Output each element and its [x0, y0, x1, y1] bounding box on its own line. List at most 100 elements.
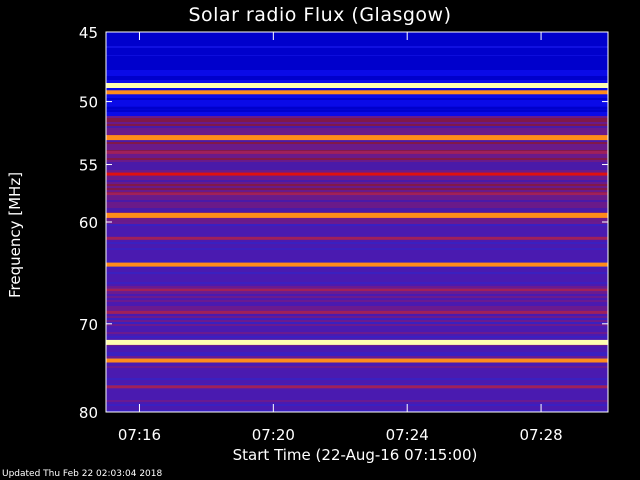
spectrogram-row: [106, 384, 608, 386]
spectrogram-row: [106, 356, 608, 358]
spectrogram-row: [106, 346, 608, 348]
y-tick-label: 45: [79, 24, 98, 42]
spectrogram-row: [106, 66, 608, 68]
spectrogram-row: [106, 406, 608, 408]
spectrogram-row: [106, 242, 608, 244]
spectrogram-row: [106, 80, 608, 82]
spectrogram-row: [106, 126, 608, 128]
spectrogram-row: [106, 286, 608, 288]
emission-band: [106, 358, 608, 363]
y-tick-label: 80: [79, 404, 98, 422]
spectrogram-row: [106, 352, 608, 354]
spectrogram-row: [106, 222, 608, 224]
spectrogram-row: [106, 268, 608, 270]
spectrogram-row: [106, 338, 608, 340]
spectrogram-row: [106, 220, 608, 222]
spectrogram-row: [106, 70, 608, 72]
spectrogram-row: [106, 130, 608, 132]
spectrogram-row: [106, 284, 608, 286]
spectrogram-row: [106, 300, 608, 302]
spectrogram-row: [106, 254, 608, 256]
spectrogram-row: [106, 326, 608, 328]
spectrogram-row: [106, 60, 608, 62]
spectrogram-row: [106, 114, 608, 116]
spectrogram-row: [106, 232, 608, 234]
spectrogram-row: [106, 336, 608, 338]
spectrogram-row: [106, 72, 608, 74]
spectrogram-row: [106, 204, 608, 206]
spectrogram-row: [106, 324, 608, 326]
spectrogram-row: [106, 134, 608, 136]
spectrogram-row: [106, 88, 608, 90]
spectrogram-row: [106, 278, 608, 280]
spectrogram-row: [106, 330, 608, 332]
spectrogram-row: [106, 332, 608, 334]
spectrogram-row: [106, 128, 608, 130]
x-tick-label: 07:24: [386, 426, 429, 444]
spectrogram-row: [106, 32, 608, 34]
spectrogram-row: [106, 366, 608, 368]
spectrogram-row: [106, 102, 608, 104]
spectrogram-row: [106, 34, 608, 36]
spectrogram-rows: [106, 32, 608, 412]
spectrogram-row: [106, 378, 608, 380]
spectrogram-row: [106, 318, 608, 320]
spectrogram-row: [106, 322, 608, 324]
x-axis-label: Start Time (22-Aug-16 07:15:00): [232, 446, 478, 464]
spectrogram-row: [106, 58, 608, 60]
spectrogram-row: [106, 392, 608, 394]
spectrogram-row: [106, 240, 608, 242]
spectrogram-row: [106, 190, 608, 192]
spectrogram-row: [106, 244, 608, 246]
spectrogram-row: [106, 112, 608, 114]
y-tick-label: 60: [79, 214, 98, 232]
spectrogram-row: [106, 256, 608, 258]
spectrogram-row: [106, 196, 608, 198]
emission-band: [106, 385, 608, 389]
spectrogram-row: [106, 408, 608, 410]
spectrogram-row: [106, 38, 608, 40]
spectrogram-row: [106, 144, 608, 146]
emission-band: [106, 339, 608, 345]
spectrogram-row: [106, 320, 608, 322]
spectrogram-row: [106, 400, 608, 402]
spectrogram-row: [106, 316, 608, 318]
spectrogram-row: [106, 344, 608, 346]
spectrogram-row: [106, 248, 608, 250]
spectrogram-row: [106, 176, 608, 178]
spectrogram-row: [106, 328, 608, 330]
spectrogram-row: [106, 272, 608, 274]
spectrogram-row: [106, 402, 608, 404]
spectrogram-row: [106, 308, 608, 310]
spectrogram-row: [106, 374, 608, 376]
chart-title: Solar radio Flux (Glasgow): [188, 4, 452, 26]
spectrogram-row: [106, 404, 608, 406]
spectrogram-row: [106, 98, 608, 100]
spectrogram-row: [106, 390, 608, 392]
spectrogram-row: [106, 158, 608, 160]
spectrogram-row: [106, 314, 608, 316]
emission-band: [106, 52, 608, 56]
spectrogram-row: [106, 164, 608, 166]
spectrogram-row: [106, 74, 608, 76]
spectrogram-row: [106, 398, 608, 400]
spectrogram-row: [106, 116, 608, 118]
spectrogram-row: [106, 200, 608, 202]
spectrogram-row: [106, 394, 608, 396]
emission-band: [106, 288, 608, 292]
spectrogram-row: [106, 354, 608, 356]
spectrogram-row: [106, 334, 608, 336]
spectrogram-row: [106, 68, 608, 70]
spectrogram-row: [106, 306, 608, 308]
updated-timestamp: Updated Thu Feb 22 02:03:04 2018: [2, 469, 163, 479]
spectrogram-row: [106, 202, 608, 204]
spectrogram-row: [106, 162, 608, 164]
spectrogram-row: [106, 198, 608, 200]
x-ticks: 07:16 07:20 07:24 07:28: [118, 32, 563, 444]
spectrogram-row: [106, 96, 608, 98]
emission-band: [106, 135, 608, 141]
emission-band: [106, 150, 608, 154]
spectrogram-row: [106, 266, 608, 268]
x-tick-label: 07:20: [252, 426, 295, 444]
spectrogram-row: [106, 292, 608, 294]
